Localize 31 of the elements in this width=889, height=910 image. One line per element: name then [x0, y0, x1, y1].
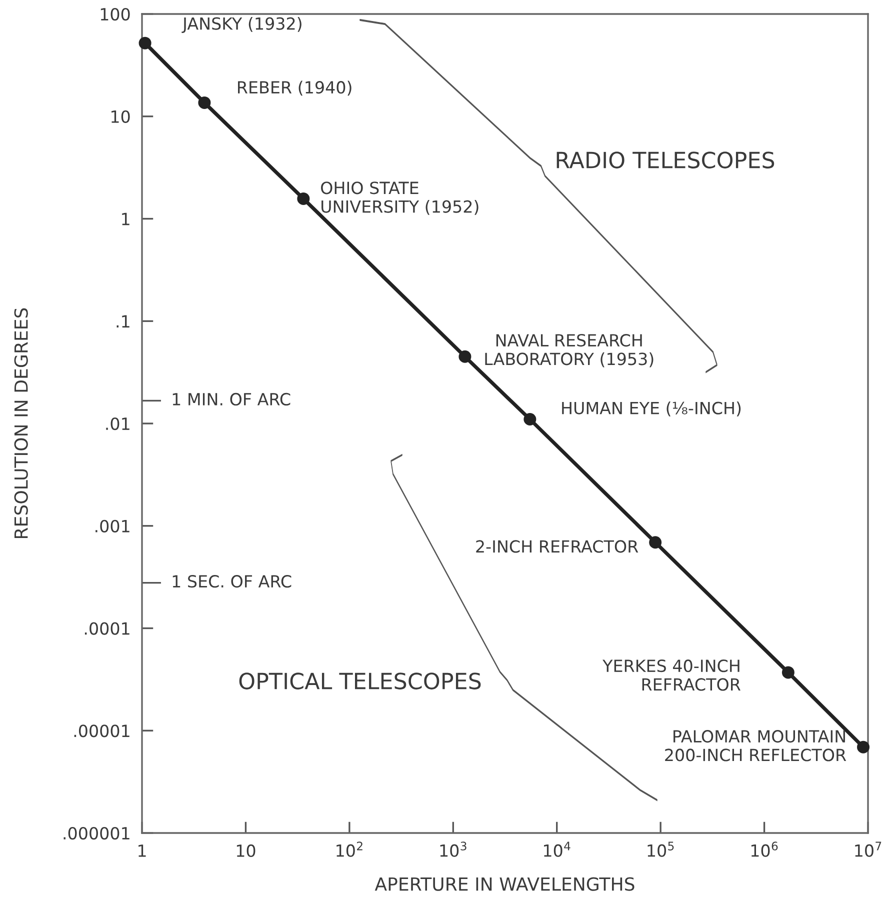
ref-line-label: 1 SEC. OF ARC [172, 575, 292, 588]
annotation: JANSKY (1932) [182, 16, 302, 33]
y-tick-label: .0001 [84, 622, 130, 635]
x-tick-label: 1 [138, 844, 146, 857]
annotation: 2-INCH REFRACTOR [476, 540, 638, 553]
y-tick-label: .000001 [64, 826, 130, 840]
y-tick-label: .1 [116, 315, 130, 328]
annotation: REBER (1940) [238, 80, 352, 96]
annotation: PALOMAR MOUNTAIN 200-INCH REFLECTOR [665, 730, 846, 762]
annotation: NAVAL RESEARCH LABORATORY (1953) [485, 334, 654, 368]
x-tick-label: 10 [236, 844, 256, 858]
ref-line-label: 1 MIN. OF ARC [172, 392, 290, 406]
x-tick-label: 10$^{5}$ [648, 842, 674, 857]
x-tick-label: 10$^{7}$ [855, 842, 882, 857]
annotation: RADIO TELESCOPES [556, 152, 774, 168]
annotation: YERKES 40-INCH REFRACTOR [602, 660, 740, 691]
y-axis-title: RESOLUTION IN DEGREES [14, 308, 28, 538]
annotation: HUMAN EYE (⅛-INCH) [562, 401, 741, 416]
x-tick-label: 10$^{6}$ [751, 842, 778, 857]
x-tick-label: 10$^{2}$ [336, 842, 362, 857]
x-tick-label: 10$^{3}$ [440, 842, 466, 857]
y-tick-label: 100 [100, 8, 130, 21]
y-tick-label: .00001 [74, 724, 130, 738]
y-tick-label: .001 [96, 520, 130, 532]
annotation: OHIO STATE UNIVERSITY (1952) [321, 182, 478, 215]
annotation: OPTICAL TELESCOPES [239, 672, 481, 690]
y-tick-label: .01 [106, 417, 130, 430]
x-tick-label: 10$^{4}$ [544, 842, 570, 857]
y-tick-label: 1 [122, 212, 130, 226]
y-tick-label: 10 [112, 110, 130, 123]
x-axis-title: APERTURE IN WAVELENGTHS [374, 877, 634, 891]
